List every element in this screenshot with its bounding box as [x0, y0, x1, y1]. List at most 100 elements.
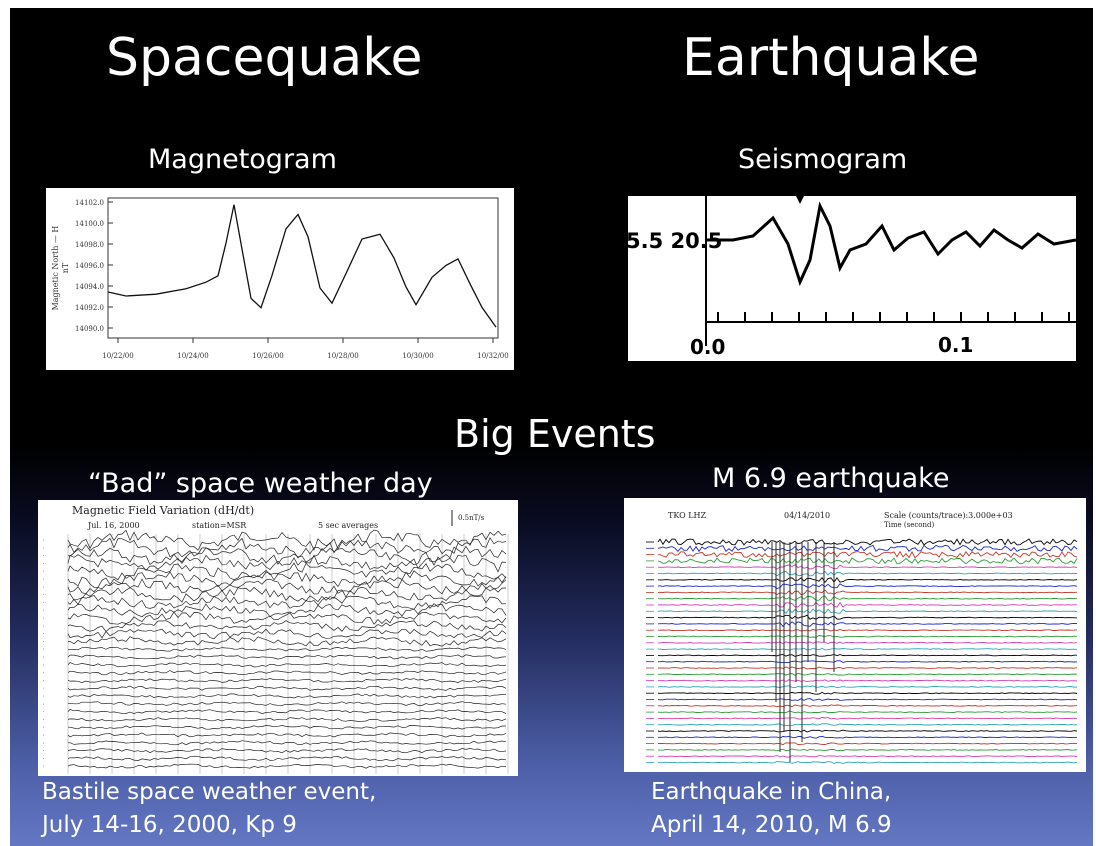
china-caption-line1: Earthquake in China,	[651, 779, 892, 805]
magnetogram-xtick-label: 10/30/00	[402, 352, 433, 360]
seismogram-ticks	[717, 312, 1070, 322]
seismogram-panel: 5.5 20.5 0.0 0.1	[628, 196, 1076, 361]
field-variation-trace	[67, 529, 507, 551]
china-trace	[657, 755, 1078, 758]
m69-earthquake-heading: M 6.9 earthquake	[712, 463, 950, 494]
field-variation-row-label: ·	[42, 593, 45, 599]
magnetogram-ytick-label: 14090.0	[75, 325, 104, 333]
field-variation-trace	[67, 670, 507, 676]
china-trace	[657, 742, 1078, 746]
china-trace	[657, 550, 1078, 559]
china-trace	[657, 589, 1078, 596]
field-variation-row-label: ·	[42, 678, 45, 684]
field-variation-row-label: ·	[42, 702, 45, 708]
field-variation-trace	[67, 620, 507, 633]
magnetogram-ytick-label: 14094.0	[75, 283, 104, 291]
field-variation-trace	[67, 562, 507, 581]
field-variation-row-label: ·	[42, 554, 45, 560]
field-variation-title: Magnetic Field Variation (dH/dt)	[72, 504, 254, 517]
field-variation-row-label: ·	[42, 632, 45, 638]
field-variation-plot: Magnetic Field Variation (dH/dt) Jul. 16…	[42, 504, 509, 774]
field-variation-row-label: ·	[42, 624, 45, 630]
china-trace	[657, 601, 1077, 608]
china-trace	[657, 564, 1078, 570]
china-header-station: TKO LHZ	[668, 511, 706, 520]
field-variation-row-label: ·	[42, 733, 45, 739]
magnetogram-panel: 14102.0 14100.0 14098.0 14096.0 14094.0 14092…	[46, 188, 514, 370]
field-variation-row-label: ·	[42, 600, 45, 606]
magnetogram-xtick-label: 10/26/00	[252, 352, 283, 360]
china-traces	[646, 538, 1078, 764]
china-trace	[657, 761, 1078, 764]
field-variation-trace	[67, 755, 507, 761]
field-variation-row-label: ·	[42, 671, 45, 677]
earthquake-title: Earthquake	[682, 28, 980, 88]
field-variation-trace	[67, 594, 507, 610]
field-variation-trace	[67, 693, 507, 699]
magnetogram-ytick-label: 14100.0	[75, 220, 104, 228]
china-trace	[657, 748, 1078, 752]
field-variation-row-label: ·	[42, 569, 45, 575]
field-variation-trace	[67, 763, 507, 769]
magnetogram-xtick-label: 10/28/00	[327, 352, 358, 360]
china-seismogram-plot: TKO LHZ 04/14/2010 Scale (counts/trace):…	[646, 511, 1078, 764]
magnetogram-frame	[107, 197, 499, 339]
field-variation-row-label: ·	[42, 585, 45, 591]
field-variation-trace	[67, 654, 507, 660]
slide: Spacequake Earthquake Magnetogram Seismo…	[10, 8, 1093, 846]
field-variation-row-label: ·	[42, 717, 45, 723]
china-trace	[657, 679, 1078, 683]
china-trace	[657, 608, 1078, 614]
bastile-caption-line1: Bastile space weather event,	[42, 779, 377, 805]
magnetogram-yunit: nT	[61, 262, 70, 273]
field-variation-trace	[67, 537, 507, 559]
magnetogram-plot: 14102.0 14100.0 14098.0 14096.0 14094.0 14092…	[51, 197, 509, 360]
magnetogram-xtick-label: 10/22/00	[102, 352, 133, 360]
seismogram-marker	[796, 196, 804, 204]
seismogram-plot: 5.5 20.5 0.0 0.1	[628, 196, 1076, 359]
field-variation-trace	[67, 603, 507, 618]
field-variation-trace	[67, 662, 507, 668]
field-variation-row-label: ·	[42, 710, 45, 716]
magnetogram-trace	[107, 204, 497, 328]
china-trace	[658, 735, 1078, 739]
china-header-time: Time (second)	[884, 521, 935, 529]
china-trace	[658, 647, 1078, 651]
field-variation-row-label: ·	[42, 639, 45, 645]
magnetogram-yticks: 14102.0 14100.0 14098.0 14096.0 14094.0 14092…	[75, 199, 113, 333]
field-variation-trace	[67, 732, 507, 738]
china-trace	[657, 583, 1078, 589]
bad-space-weather-day-heading: “Bad” space weather day	[88, 468, 433, 499]
seismogram-x-right: 0.1	[938, 333, 973, 357]
china-seismogram-panel: TKO LHZ 04/14/2010 Scale (counts/trace):…	[624, 498, 1086, 772]
china-trace	[657, 576, 1078, 584]
china-trace	[657, 654, 1077, 657]
field-variation-trace	[67, 578, 507, 595]
magnetogram-ytick-label: 14102.0	[75, 199, 104, 207]
magnetogram-ytick-label: 14092.0	[75, 304, 104, 312]
field-variation-trace	[67, 628, 507, 640]
field-variation-date: Jul. 16, 2000	[87, 521, 140, 530]
field-variation-trace	[67, 740, 507, 746]
spacequake-title: Spacequake	[106, 28, 423, 88]
field-variation-row-label: ·	[42, 694, 45, 700]
china-trace	[657, 570, 1077, 577]
china-trace	[657, 685, 1078, 689]
china-trace	[657, 716, 1078, 720]
field-variation-row-label: ·	[42, 741, 45, 747]
china-trace	[658, 628, 1078, 632]
field-variation-row-label: ·	[42, 608, 45, 614]
field-variation-trace	[67, 570, 507, 588]
china-trace	[657, 557, 1078, 565]
field-variation-trace	[67, 685, 507, 691]
field-variation-trace	[67, 586, 507, 603]
field-variation-row-label: ·	[42, 686, 45, 692]
china-trace	[657, 691, 1078, 695]
field-variation-row-label: ·	[42, 577, 45, 583]
bastile-caption-line2: July 14-16, 2000, Kp 9	[42, 812, 297, 838]
field-variation-row-label: ·	[42, 538, 45, 544]
field-variation-trace	[67, 717, 507, 722]
big-events-heading: Big Events	[454, 412, 656, 456]
china-trace	[657, 710, 1078, 714]
china-trace	[657, 614, 1078, 620]
